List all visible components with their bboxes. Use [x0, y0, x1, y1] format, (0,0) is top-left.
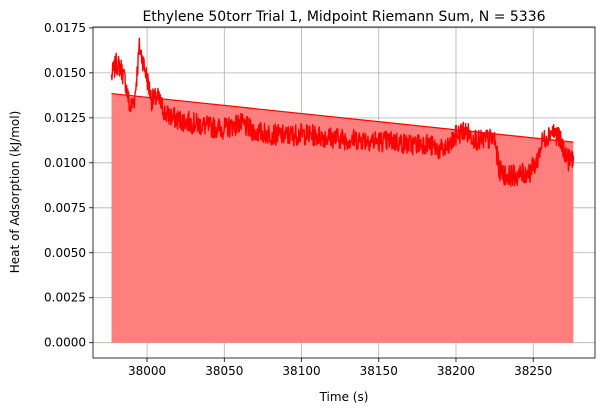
y-tick-label: 0.0025: [44, 291, 86, 305]
x-tick-label: 38150: [360, 364, 398, 378]
x-axis: 38000 38050 38100 38150 38200 38250: [128, 358, 552, 378]
y-axis: 0.0000 0.0025 0.0050 0.0075 0.0100 0.0125 0.01…: [44, 21, 93, 350]
y-tick-label: 0.0000: [44, 336, 86, 350]
plot-frame: [92, 26, 596, 359]
x-tick-label: 38100: [282, 364, 320, 378]
series-layer: [110, 37, 575, 343]
x-axis-label: Time (s): [319, 390, 369, 404]
signal-line: [110, 37, 575, 187]
y-tick-label: 0.0150: [44, 66, 86, 80]
x-tick-label: 38200: [437, 364, 475, 378]
y-tick-label: 0.0100: [44, 156, 86, 170]
fit-line: [111, 92, 574, 143]
y-tick-label: 0.0050: [44, 246, 86, 260]
area-fill: [111, 93, 574, 343]
y-tick-label: 0.0075: [44, 201, 86, 215]
x-tick-label: 38000: [128, 364, 166, 378]
y-tick-label: 0.0125: [44, 111, 86, 125]
x-tick-label: 38250: [514, 364, 552, 378]
y-tick-label: 0.0175: [44, 21, 86, 35]
x-tick-label: 38050: [205, 364, 243, 378]
chart-title: Ethylene 50torr Trial 1, Midpoint Rieman…: [142, 9, 545, 25]
y-axis-label: Heat of Adsorption (kJ/mol): [8, 111, 22, 273]
